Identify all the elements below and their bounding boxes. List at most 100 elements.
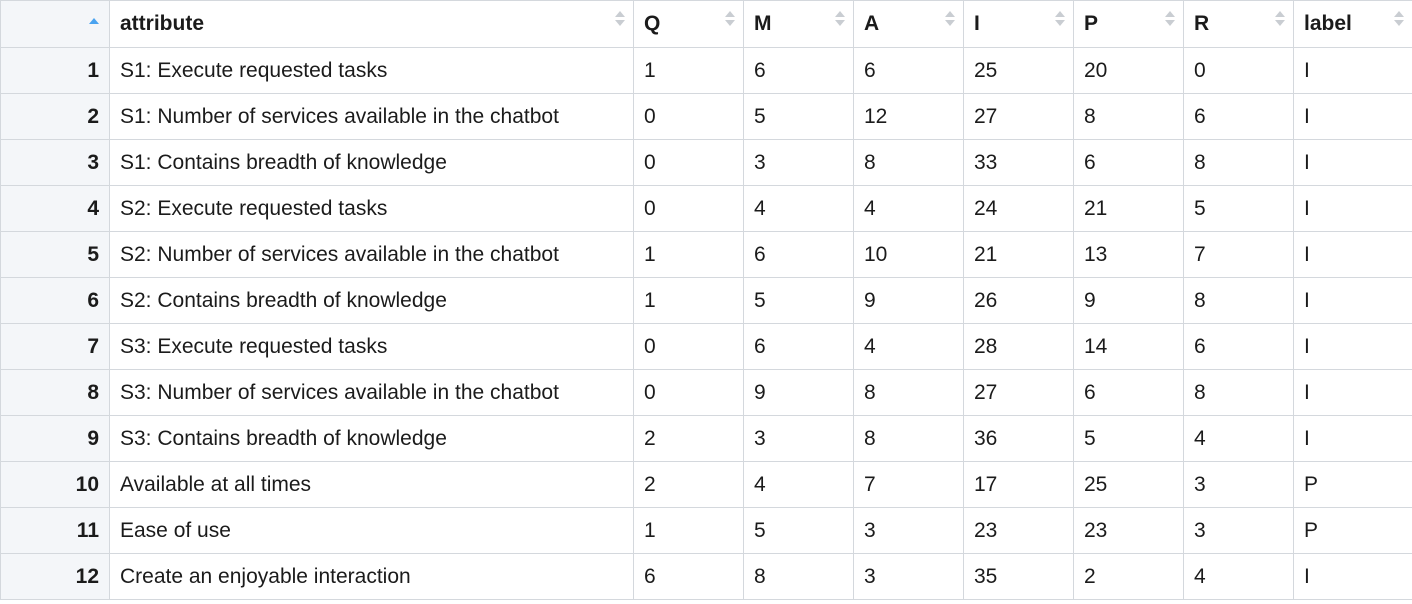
cell-a: 3 (853, 507, 964, 554)
table-row: 1 S1: Execute requested tasks 1 6 6 25 20 0 I (0, 47, 1412, 94)
cell-label: I (1293, 553, 1412, 600)
row-number: 1 (0, 47, 110, 94)
cell-a: 6 (853, 47, 964, 94)
cell-a: 8 (853, 369, 964, 416)
table-row: 5 S2: Number of services available in the… (0, 231, 1412, 278)
table-row: 4 S2: Execute requested tasks 0 4 4 24 21 5 I (0, 185, 1412, 232)
cell-q: 2 (633, 415, 744, 462)
cell-attribute: S1: Contains breadth of knowledge (109, 139, 634, 186)
row-number: 4 (0, 185, 110, 232)
cell-label: P (1293, 507, 1412, 554)
cell-attribute: S3: Contains breadth of knowledge (109, 415, 634, 462)
cell-a: 4 (853, 323, 964, 370)
cell-label: I (1293, 185, 1412, 232)
cell-attribute: S1: Number of services available in the … (109, 93, 634, 140)
cell-q: 1 (633, 277, 744, 324)
row-number: 11 (0, 507, 110, 554)
cell-a: 7 (853, 461, 964, 508)
cell-attribute: S1: Execute requested tasks (109, 47, 634, 94)
cell-m: 5 (743, 507, 854, 554)
cell-i: 24 (963, 185, 1074, 232)
column-header-q[interactable]: Q (633, 0, 744, 48)
cell-attribute: S2: Execute requested tasks (109, 185, 634, 232)
sort-icon[interactable] (1275, 8, 1285, 28)
row-number: 10 (0, 461, 110, 508)
table-row: 6 S2: Contains breadth of knowledge 1 5 9 26 9… (0, 277, 1412, 324)
cell-label: I (1293, 369, 1412, 416)
header-row: attribute Q M A I (0, 0, 1412, 48)
cell-m: 3 (743, 139, 854, 186)
table-row: 7 S3: Execute requested tasks 0 6 4 28 14 6 I (0, 323, 1412, 370)
column-header-attribute[interactable]: attribute (109, 0, 634, 48)
cell-r: 7 (1183, 231, 1294, 278)
table-row: 3 S1: Contains breadth of knowledge 0 3 8 33 6… (0, 139, 1412, 186)
row-number-header[interactable] (0, 0, 110, 48)
cell-r: 8 (1183, 277, 1294, 324)
cell-q: 0 (633, 369, 744, 416)
table-body: 1 S1: Execute requested tasks 1 6 6 25 20 0 I 2 S1… (0, 47, 1412, 600)
cell-label: I (1293, 415, 1412, 462)
cell-q: 6 (633, 553, 744, 600)
cell-a: 9 (853, 277, 964, 324)
table-row: 10 Available at all times 2 4 7 17 25 3 P (0, 461, 1412, 508)
cell-label: I (1293, 139, 1412, 186)
column-header-label: label (1304, 12, 1352, 35)
cell-q: 0 (633, 323, 744, 370)
sort-icon[interactable] (1055, 8, 1065, 28)
cell-m: 5 (743, 93, 854, 140)
cell-i: 28 (963, 323, 1074, 370)
cell-p: 14 (1073, 323, 1184, 370)
cell-label: I (1293, 93, 1412, 140)
cell-m: 6 (743, 231, 854, 278)
cell-p: 21 (1073, 185, 1184, 232)
cell-m: 3 (743, 415, 854, 462)
row-number: 9 (0, 415, 110, 462)
cell-m: 5 (743, 277, 854, 324)
cell-q: 1 (633, 507, 744, 554)
column-header-a[interactable]: A (853, 0, 964, 48)
row-number: 8 (0, 369, 110, 416)
table-row: 2 S1: Number of services available in the… (0, 93, 1412, 140)
cell-p: 6 (1073, 369, 1184, 416)
cell-p: 20 (1073, 47, 1184, 94)
cell-r: 4 (1183, 415, 1294, 462)
cell-i: 33 (963, 139, 1074, 186)
cell-m: 8 (743, 553, 854, 600)
cell-m: 6 (743, 323, 854, 370)
sort-icon[interactable] (615, 8, 625, 28)
column-header-label-col[interactable]: label (1293, 0, 1412, 48)
table-row: 8 S3: Number of services available in the… (0, 369, 1412, 416)
sort-icon[interactable] (835, 8, 845, 28)
cell-i: 23 (963, 507, 1074, 554)
cell-q: 2 (633, 461, 744, 508)
cell-q: 0 (633, 185, 744, 232)
column-header-m[interactable]: M (743, 0, 854, 48)
cell-r: 5 (1183, 185, 1294, 232)
cell-label: I (1293, 277, 1412, 324)
sort-icon[interactable] (1394, 8, 1404, 28)
column-header-label: M (754, 12, 772, 35)
cell-label: I (1293, 47, 1412, 94)
table-row: 12 Create an enjoyable interaction 6 8 3 35 2 4… (0, 553, 1412, 600)
cell-p: 25 (1073, 461, 1184, 508)
cell-a: 12 (853, 93, 964, 140)
column-header-label: attribute (120, 12, 204, 35)
column-header-label: Q (644, 12, 661, 35)
cell-m: 9 (743, 369, 854, 416)
sort-icon[interactable] (1165, 8, 1175, 28)
cell-q: 1 (633, 231, 744, 278)
column-header-p[interactable]: P (1073, 0, 1184, 48)
cell-q: 0 (633, 139, 744, 186)
cell-r: 0 (1183, 47, 1294, 94)
row-number: 6 (0, 277, 110, 324)
sort-ascending-icon[interactable] (89, 11, 99, 31)
column-header-i[interactable]: I (963, 0, 1074, 48)
sort-icon[interactable] (945, 8, 955, 28)
cell-i: 25 (963, 47, 1074, 94)
row-number: 2 (0, 93, 110, 140)
sort-icon[interactable] (725, 8, 735, 28)
cell-p: 8 (1073, 93, 1184, 140)
column-header-r[interactable]: R (1183, 0, 1294, 48)
cell-attribute: Available at all times (109, 461, 634, 508)
row-number: 5 (0, 231, 110, 278)
